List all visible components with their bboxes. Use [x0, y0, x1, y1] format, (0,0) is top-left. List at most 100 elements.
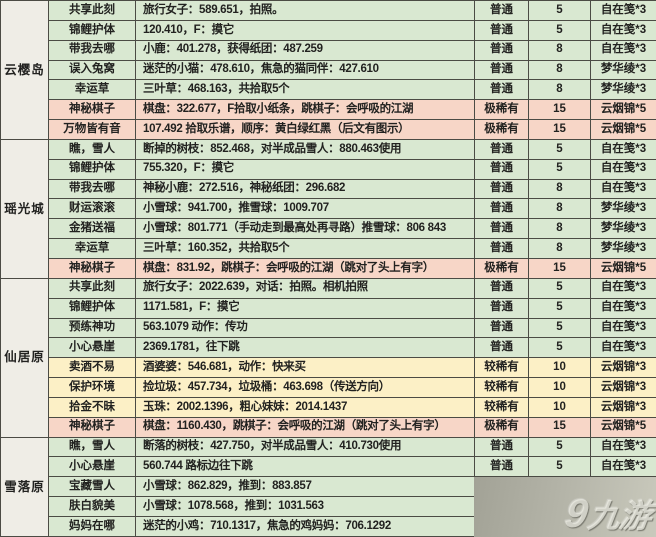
reward-cell: 自在笺*3 — [590, 0, 656, 21]
rarity-cell: 普通 — [474, 277, 529, 299]
location-desc-cell: 三叶草：468.163，共拾取5个 — [135, 79, 475, 101]
reward-cell: 自在笺*3 — [590, 138, 656, 160]
location-desc-cell: 棋盘：1160.430，跳棋子：会呼吸的江湖（跳对了头上有字） — [135, 416, 475, 438]
region-cell: 雪落原 — [0, 436, 49, 537]
watermark-overlay: 9 九游 — [474, 477, 656, 537]
points-cell: 8 — [528, 178, 591, 200]
reward-cell: 梦华绫*3 — [590, 238, 656, 259]
reward-cell: 梦华绫*3 — [590, 198, 656, 220]
location-desc-cell: 迷茫的小猫：478.610，焦急的猫同伴：427.610 — [135, 59, 475, 81]
reward-cell: 自在笺*3 — [590, 39, 656, 61]
task-name-cell: 幸运草 — [48, 238, 136, 259]
rarity-cell: 极稀有 — [474, 416, 529, 438]
rarity-cell: 普通 — [474, 19, 529, 41]
location-desc-cell: 1171.581，F：摸它 — [135, 297, 475, 319]
location-desc-cell: 旅行女子：589.651，拍照。 — [135, 0, 475, 21]
task-name-cell: 误入兔窝 — [48, 59, 136, 81]
quest-row: 神秘棋子 棋盘：1160.430，跳棋子：会呼吸的江湖（跳对了头上有字） 极稀有 15… — [0, 416, 656, 438]
rarity-cell: 普通 — [474, 337, 529, 359]
location-desc-cell: 酒婆婆：546.681，动作：快来买 — [135, 357, 475, 379]
location-desc-cell: 神秘小鹿：272.516，神秘纸团：296.682 — [135, 178, 475, 200]
region-cell: 仙居原 — [0, 277, 49, 438]
location-desc-cell: 捡垃圾：457.734，垃圾桶：463.698（传送方向） — [135, 377, 475, 398]
rarity-cell: 普通 — [474, 218, 529, 240]
rarity-cell: 较稀有 — [474, 396, 529, 418]
points-cell: 15 — [528, 119, 591, 140]
rarity-cell: 普通 — [474, 317, 529, 339]
location-desc-cell: 棋盘：831.92，跳棋子：会呼吸的江湖（跳对了头上有字） — [135, 257, 475, 279]
location-desc-cell: 玉珠：2002.1396，粗心妹妹：2014.1437 — [135, 396, 475, 418]
reward-cell: 自在笺*3 — [590, 317, 656, 339]
task-name-cell: 预练神功 — [48, 317, 136, 339]
reward-cell: 云烟锦*5 — [590, 416, 656, 438]
rarity-cell: 普通 — [474, 138, 529, 160]
rarity-cell: 普通 — [474, 436, 529, 458]
points-cell: 5 — [528, 158, 591, 180]
quest-row: 预练神功 563.1079 动作：传功 普通 5 自在笺*3 — [0, 317, 656, 339]
points-cell: 5 — [528, 297, 591, 319]
points-cell: 15 — [528, 99, 591, 121]
rarity-cell: 普通 — [474, 0, 529, 21]
rarity-cell: 普通 — [474, 158, 529, 180]
location-desc-cell: 小雪球：862.829，推到：883.857 — [135, 476, 475, 498]
location-desc-cell: 断掉的树枝：852.468，对半成品雪人：880.463使用 — [135, 138, 475, 160]
quest-row: 幸运草 三叶草：468.163，共拾取5个 普通 8 梦华绫*3 — [0, 79, 656, 101]
quest-row: 云樱岛 共享此刻 旅行女子：589.651，拍照。 普通 5 自在笺*3 — [0, 0, 656, 140]
nine-game-logo-icon: 9 — [562, 492, 590, 537]
quest-row: 拾金不昧 玉珠：2002.1396，粗心妹妹：2014.1437 较稀有 10 云烟锦*… — [0, 396, 656, 418]
task-name-cell: 瞧，雪人 — [48, 436, 136, 458]
points-cell: 5 — [528, 456, 591, 478]
quest-row: 幸运草 三叶草：160.352，共拾取5个 普通 8 梦华绫*3 — [0, 238, 656, 259]
reward-cell: 自在笺*3 — [590, 436, 656, 458]
points-cell: 10 — [528, 396, 591, 418]
region-cell: 瑶光城 — [0, 138, 49, 279]
quest-row: 锦鲤护体 120.410，F：摸它 普通 5 自在笺*3 — [0, 19, 656, 41]
rarity-cell: 普通 — [474, 198, 529, 220]
task-name-cell: 保护环境 — [48, 377, 136, 398]
points-cell: 15 — [528, 257, 591, 279]
nine-game-logo-text: 九游 — [585, 498, 653, 535]
reward-cell: 云烟锦*3 — [590, 357, 656, 379]
quest-row: 金猪送福 小雪球：801.771（手动走到最高处再寻路）推雪球：806 843 普通… — [0, 218, 656, 240]
task-name-cell: 金猪送福 — [48, 218, 136, 240]
reward-cell: 梦华绫*3 — [590, 59, 656, 81]
reward-cell: 云烟锦*5 — [590, 119, 656, 140]
reward-cell: 自在笺*3 — [590, 297, 656, 319]
quest-row: 带我去哪 神秘小鹿：272.516，神秘纸团：296.682 普通 8 自在笺*3 — [0, 178, 656, 200]
points-cell: 5 — [528, 317, 591, 339]
quest-row: 小心悬崖 560.744 路标边往下跳 普通 5 自在笺*3 — [0, 456, 656, 478]
reward-cell: 自在笺*3 — [590, 277, 656, 299]
task-name-cell: 财运滚滚 — [48, 198, 136, 220]
location-desc-cell: 107.492 拾取乐谱，顺序：黄白绿红黑（后文有图示） — [135, 119, 475, 140]
task-name-cell: 瞧，雪人 — [48, 138, 136, 160]
rarity-cell: 普通 — [474, 456, 529, 478]
rarity-cell: 普通 — [474, 59, 529, 81]
location-desc-cell: 120.410，F：摸它 — [135, 19, 475, 41]
rarity-cell: 普通 — [474, 79, 529, 101]
task-name-cell: 带我去哪 — [48, 178, 136, 200]
quest-row: 瑶光城 瞧，雪人 断掉的树枝：852.468，对半成品雪人：880.463使用 普通 5… — [0, 138, 656, 279]
reward-cell: 自在笺*3 — [590, 19, 656, 41]
quest-row: 仙居原 共享此刻 旅行女子：2022.639，对话：拍照。相机拍照 普通 5 自在笺*3 — [0, 277, 656, 438]
task-name-cell: 小心悬崖 — [48, 456, 136, 478]
reward-cell: 云烟锦*3 — [590, 377, 656, 398]
points-cell: 5 — [528, 0, 591, 21]
rarity-cell: 极稀有 — [474, 99, 529, 121]
task-name-cell: 妈妈在哪 — [48, 515, 136, 537]
points-cell: 5 — [528, 277, 591, 299]
quest-row: 万物皆有音 107.492 拾取乐谱，顺序：黄白绿红黑（后文有图示） 极稀有 15 云烟… — [0, 119, 656, 140]
task-name-cell: 神秘棋子 — [48, 257, 136, 279]
points-cell: 8 — [528, 238, 591, 259]
points-cell: 10 — [528, 357, 591, 379]
points-cell: 8 — [528, 59, 591, 81]
reward-cell: 梦华绫*3 — [590, 218, 656, 240]
location-desc-cell: 旅行女子：2022.639，对话：拍照。相机拍照 — [135, 277, 475, 299]
rarity-cell: 极稀有 — [474, 257, 529, 279]
location-desc-cell: 755.320，F：摸它 — [135, 158, 475, 180]
rarity-cell: 普通 — [474, 238, 529, 259]
location-desc-cell: 小雪球：801.771（手动走到最高处再寻路）推雪球：806 843 — [135, 218, 475, 240]
location-desc-cell: 迷茫的小鸡：710.1317，焦急的鸡妈妈：706.1292 — [135, 515, 475, 537]
